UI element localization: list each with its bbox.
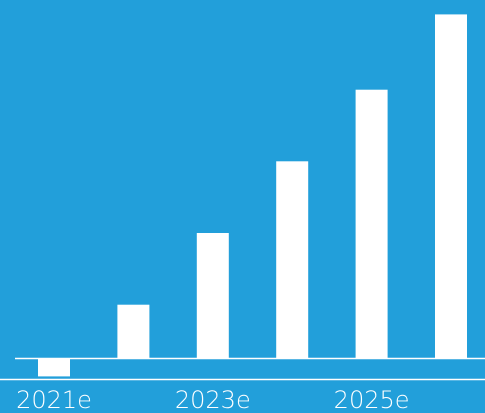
bar-2022e [117, 304, 150, 359]
bars-group [38, 14, 467, 377]
bar-2021e [38, 358, 70, 377]
bar-2025e [355, 89, 388, 359]
x-tick-labels: 2021e 2023e 2025e [16, 386, 409, 413]
bar-2026e [435, 14, 467, 359]
bar-2024e [276, 161, 309, 359]
bar-2023e [196, 233, 229, 359]
x-tick-label: 2021e [16, 386, 92, 413]
x-tick-label: 2023e [175, 386, 251, 413]
x-tick-label: 2025e [334, 386, 410, 413]
